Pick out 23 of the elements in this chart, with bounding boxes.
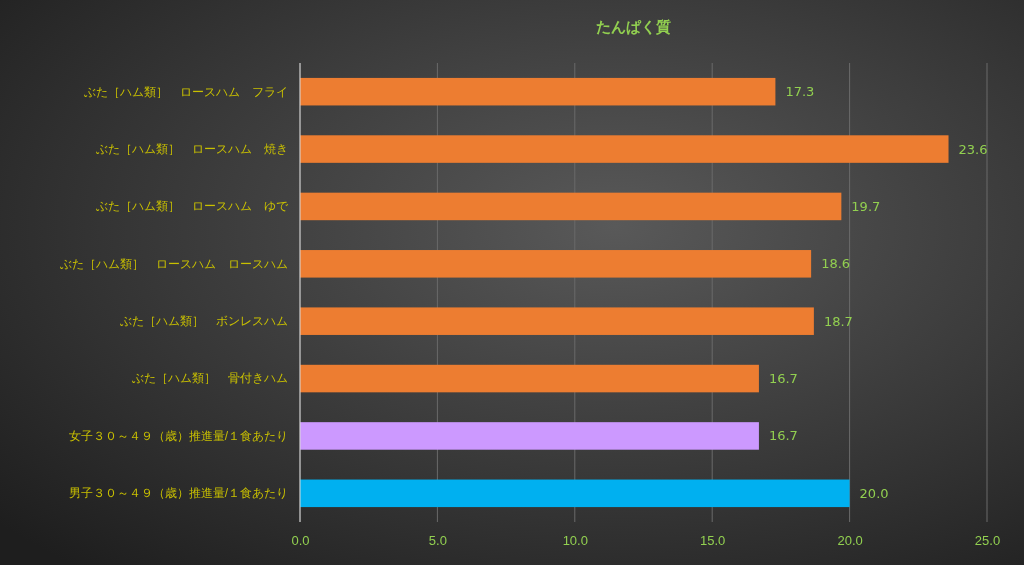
x-tick-label: 15.0: [700, 533, 726, 549]
data-label: 23.6: [958, 141, 988, 157]
chart-title: たんぱく質: [596, 18, 671, 36]
y-tick-label: ぶた［ハム類］ ボンレスハム: [120, 314, 288, 329]
y-tick-label: ぶた［ハム類］ ロースハム 焼き: [96, 141, 288, 156]
data-label: 19.7: [851, 198, 881, 214]
x-tick-label: 0.0: [291, 533, 310, 549]
x-tick-label: 5.0: [428, 533, 447, 549]
x-tick-label: 20.0: [837, 533, 863, 549]
data-label: 20.0: [859, 485, 889, 501]
y-tick-label: ぶた［ハム類］ 骨付きハム: [132, 371, 288, 386]
data-label: 17.3: [785, 84, 815, 100]
data-label: 18.6: [821, 256, 851, 272]
y-tick-label: 女子３０～４９（歳）推進量/１食あたり: [68, 428, 288, 443]
y-tick-label: ぶた［ハム類］ ロースハム ロースハム: [60, 256, 288, 271]
y-tick-label: ぶた［ハム類］ ロースハム ゆで: [96, 199, 289, 214]
x-tick-label: 10.0: [562, 533, 588, 549]
data-label: 16.7: [768, 428, 798, 444]
x-tick-label: 25.0: [974, 533, 1001, 549]
data-label: 18.7: [823, 313, 853, 329]
data-label: 16.7: [768, 371, 798, 387]
y-tick-label: 男子３０～４９（歳）推進量/１食あたり: [68, 486, 288, 501]
y-tick-label: ぶた［ハム類］ ロースハム フライ: [84, 84, 288, 99]
